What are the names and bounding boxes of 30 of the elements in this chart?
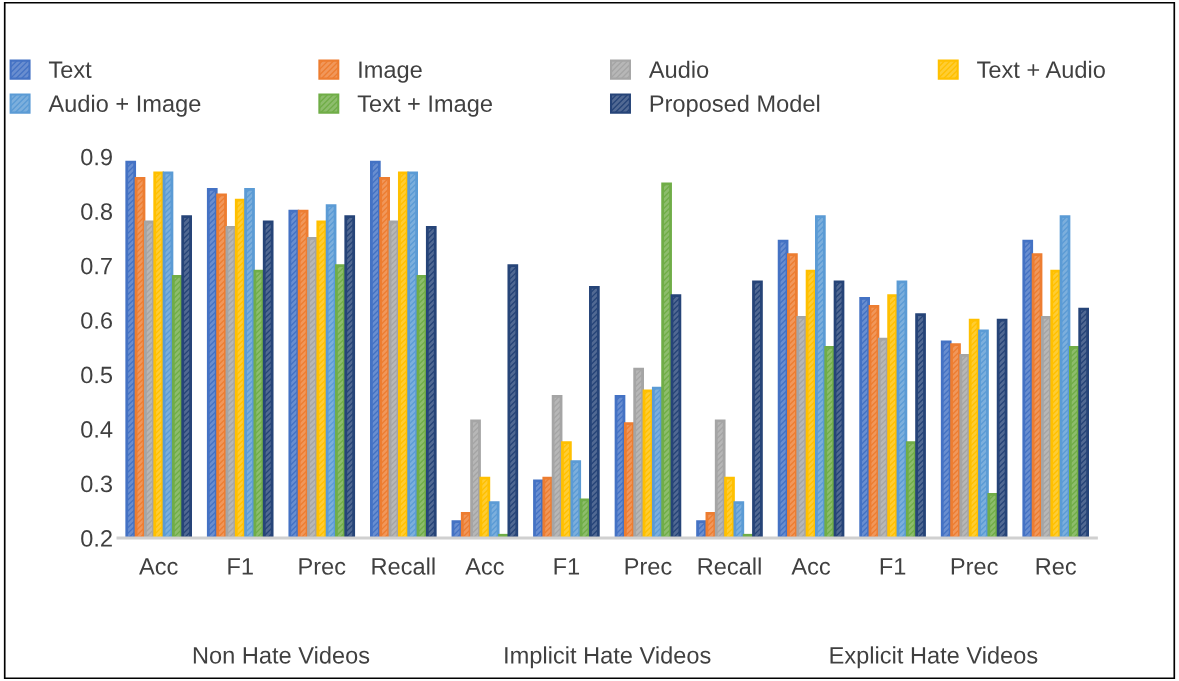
legend-label: Text + Image	[357, 95, 492, 117]
legend-label: Text + Audio	[977, 60, 1105, 79]
y-tick-label: 0.8	[81, 203, 113, 220]
x-tick-label: Recall	[372, 557, 435, 575]
y-tick-label: 0.9	[81, 148, 112, 166]
x-tick-label: F1	[880, 558, 906, 575]
x-tick-label: Acc	[791, 558, 831, 575]
text: Implicit Hate Videos	[505, 646, 711, 669]
y-tick-label: 0.3	[81, 475, 112, 493]
y-tick-label: 0.5	[81, 366, 113, 384]
legend-label: Audio + Image	[48, 94, 201, 117]
x-tick-label: F1	[228, 558, 253, 575]
x-tick-label: Prec	[299, 558, 346, 575]
y-tick-label: 0.2	[81, 530, 112, 547]
x-tick-label: Rec	[1036, 558, 1077, 575]
x-tick-label: Acc	[139, 558, 178, 575]
y-tick-label: 0.6	[81, 312, 112, 329]
x-tick-label: Prec	[625, 558, 672, 575]
x-tick-label: Acc	[465, 558, 504, 575]
text: Non Hate Videos	[193, 646, 370, 664]
x-tick-label: Recall	[698, 557, 761, 575]
x-tick-label: F1	[554, 558, 580, 575]
y-tick-label: 0.7	[81, 257, 112, 275]
y-tick-label: 0.4	[81, 421, 113, 438]
text: Explicit Hate Videos	[830, 646, 1038, 669]
legend-label: Text	[48, 61, 92, 79]
legend-label: Audio	[648, 60, 709, 79]
x-tick-label: Prec	[951, 558, 998, 575]
legend-label: Proposed Model	[650, 94, 820, 117]
legend-label: Image	[359, 61, 422, 83]
